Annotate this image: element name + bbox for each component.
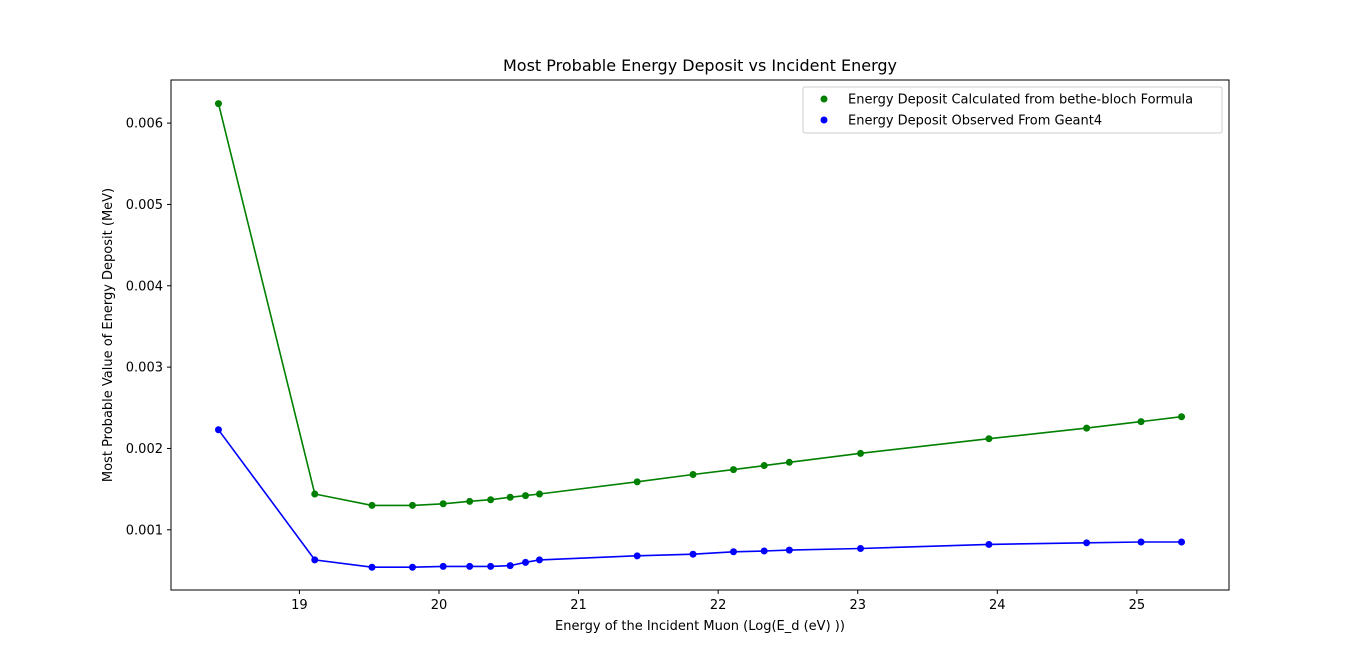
data-point-1 [535,556,543,564]
series-line-0 [217,103,1182,507]
y-tick-label: 0.001 [126,523,163,538]
data-point-0 [466,497,474,505]
legend-label-bethe-bloch: Energy Deposit Calculated from bethe-blo… [848,93,1193,108]
plot-frame [170,79,1230,591]
ticks-layer: 19 20 21 22 23 24 25 0.001 0.002 0.003 0.004 0.005 0… [126,117,1145,613]
data-point-0 [633,478,641,486]
data-point-0 [487,496,495,504]
data-point-0 [729,466,737,474]
data-point-1 [1178,538,1186,546]
data-point-1 [311,556,319,564]
data-point-1 [633,552,641,560]
x-tick-label: 19 [291,598,308,613]
data-point-0 [408,501,416,509]
data-point-1 [785,546,793,554]
data-point-0 [535,490,543,498]
y-axis-label: Most Probable Value of Energy Deposit (M… [101,188,116,482]
chart-title: Most Probable Energy Deposit vs Incident… [503,56,897,75]
data-point-0 [522,492,530,500]
x-axis-label: Energy of the Incident Muon (Log(E_d (eV… [555,619,845,634]
x-tick-label: 25 [1129,598,1146,613]
data-point-1 [985,540,993,548]
data-point-1 [729,548,737,556]
legend-box [802,86,1223,134]
legend: Energy Deposit Calculated from bethe-blo… [802,86,1223,134]
y-tick-label: 0.002 [126,442,163,457]
x-tick-label: 21 [570,598,587,613]
x-tick-label: 22 [710,598,727,613]
x-tick-label: 24 [989,598,1006,613]
data-point-1 [408,563,416,571]
data-point-1 [506,562,514,570]
data-point-1 [689,550,697,558]
data-point-0 [1137,418,1145,426]
data-point-1 [1083,539,1091,547]
data-point-0 [1083,424,1091,432]
data-point-1 [439,562,447,570]
y-tick-label: 0.004 [126,279,163,294]
data-point-0 [311,490,319,498]
data-point-0 [760,462,768,470]
y-tick-label: 0.005 [126,198,163,213]
data-point-0 [506,493,514,501]
data-point-0 [785,458,793,466]
y-tick-label: 0.003 [126,361,163,376]
legend-marker-geant4 [820,116,828,124]
x-tick-label: 20 [431,598,448,613]
legend-label-geant4: Energy Deposit Observed From Geant4 [848,114,1102,129]
data-point-0 [439,500,447,508]
data-point-0 [689,470,697,478]
data-point-0 [857,449,865,457]
data-point-1 [760,547,768,555]
x-tick-label: 23 [849,598,866,613]
data-point-0 [214,100,222,108]
data-point-1 [857,545,865,553]
y-tick-label: 0.006 [126,117,163,132]
series-layer [214,100,1186,571]
data-point-1 [466,562,474,570]
data-point-1 [1137,538,1145,546]
data-point-0 [985,435,993,443]
data-point-1 [368,563,376,571]
data-point-1 [214,426,222,434]
legend-marker-bethe-bloch [820,95,828,103]
data-point-1 [487,562,495,570]
data-point-1 [522,558,530,566]
series-line-1 [217,429,1182,569]
data-point-0 [368,501,376,509]
data-point-0 [1178,413,1186,421]
